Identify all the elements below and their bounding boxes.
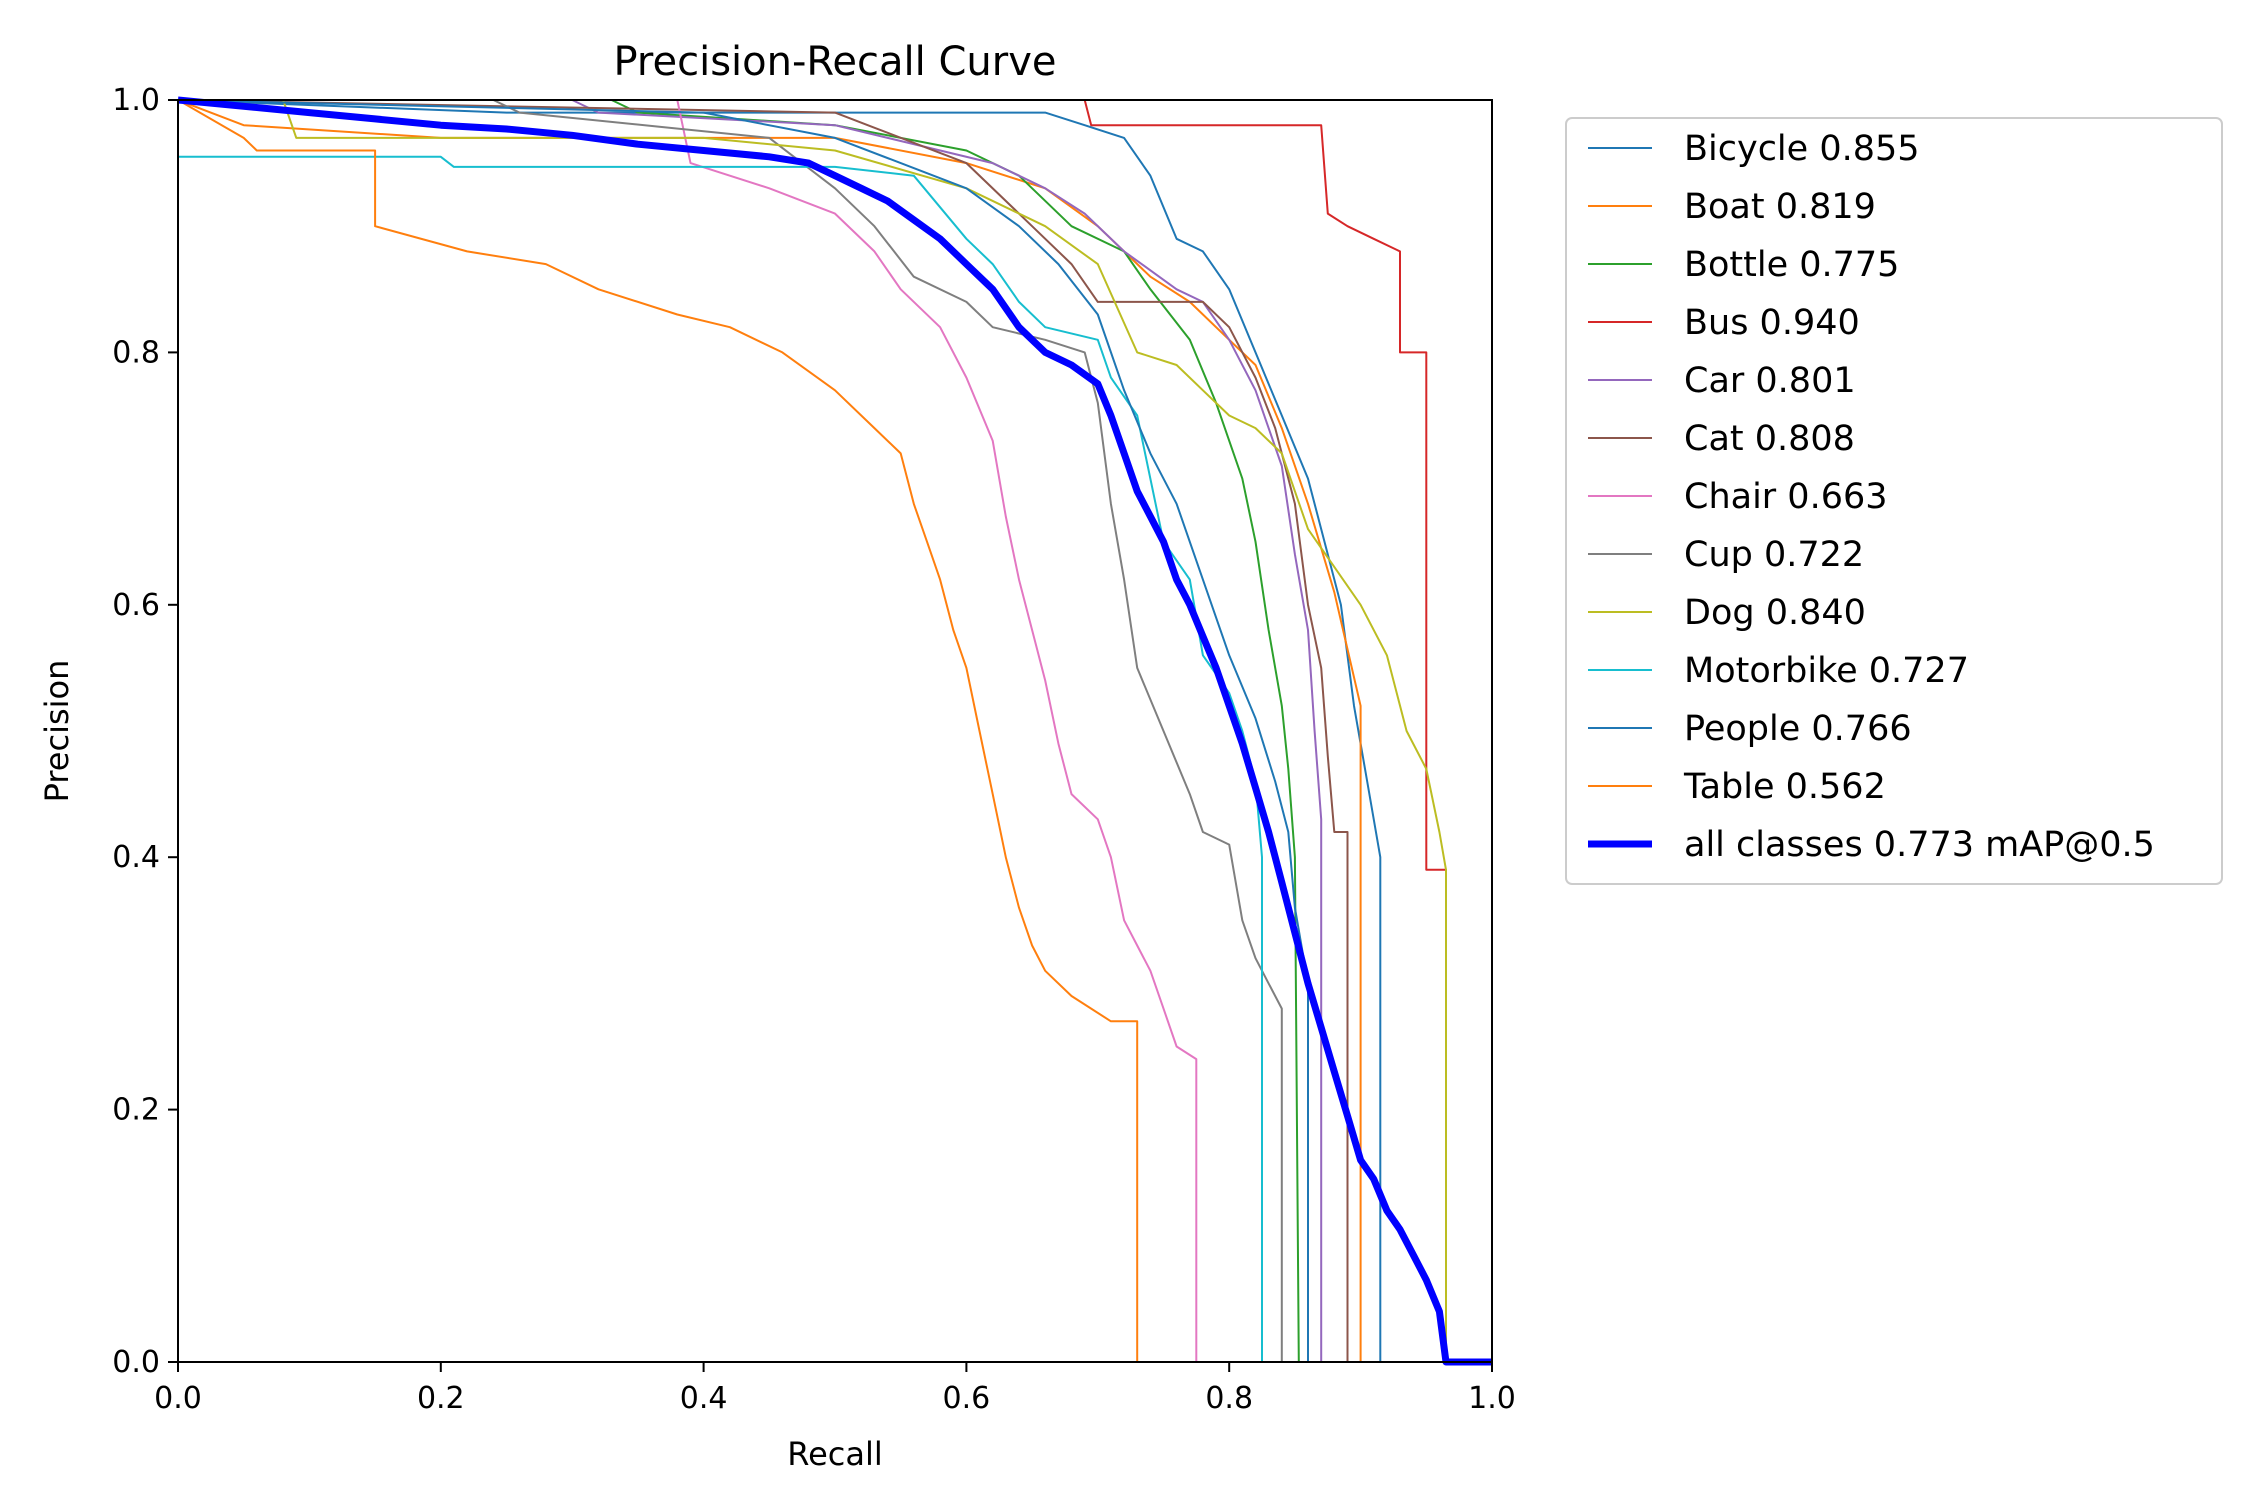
legend-label-4: Car 0.801 (1684, 361, 1856, 401)
series-line-9 (178, 155, 1263, 1362)
plot-frame (177, 99, 1493, 1363)
legend-label-10: People 0.766 (1684, 709, 1912, 749)
legend-label-2: Bottle 0.775 (1684, 245, 1899, 285)
y-tick-label: 0.8 (112, 335, 160, 370)
legend-label-1: Boat 0.819 (1684, 187, 1876, 227)
series-line-8 (178, 99, 1447, 1362)
series-line-0 (178, 99, 1382, 1362)
legend: Bicycle 0.855 Boat 0.819 Bottle 0.775 Bus 0… (1565, 117, 2223, 885)
series-layer (178, 96, 1492, 1366)
y-tick-label: 0.4 (112, 840, 160, 875)
legend-label-0: Bicycle 0.855 (1684, 129, 1920, 169)
series-line-6 (178, 99, 1198, 1362)
series-line-11 (178, 99, 1139, 1362)
legend-label-3: Bus 0.940 (1684, 303, 1860, 343)
legend-label-6: Chair 0.663 (1684, 477, 1888, 517)
series-line-7 (178, 99, 1283, 1362)
y-tick-label: 0.0 (112, 1345, 160, 1380)
chart-title: Precision-Recall Curve (614, 39, 1057, 85)
legend-label-11: Table 0.562 (1683, 767, 1886, 807)
x-tick-label: 0.2 (417, 1381, 465, 1416)
legend-label-7: Cup 0.722 (1684, 535, 1864, 575)
axis-ticks: 0.0 0.2 0.4 0.6 0.8 1.0 0.0 0.2 0.4 0.6 0.8 1.0 (112, 83, 1516, 1416)
series-line-5 (178, 99, 1349, 1362)
series-line-12 (178, 96, 1492, 1366)
y-tick-label: 1.0 (112, 83, 160, 118)
x-tick-label: 1.0 (1468, 1381, 1516, 1416)
legend-label-9: Motorbike 0.727 (1684, 651, 1969, 691)
legend-label-12: all classes 0.773 mAP@0.5 (1684, 825, 2155, 865)
series-line-10 (178, 99, 1309, 1362)
x-tick-label: 0.4 (680, 1381, 728, 1416)
legend-box (1565, 117, 2223, 885)
x-tick-label: 0.6 (943, 1381, 991, 1416)
y-tick-label: 0.6 (112, 588, 160, 623)
series-line-3 (178, 99, 1447, 1362)
y-axis-title: Precision (38, 660, 76, 803)
x-tick-label: 0.0 (154, 1381, 202, 1416)
x-axis-title: Recall (787, 1435, 882, 1473)
legend-label-5: Cat 0.808 (1684, 419, 1855, 459)
x-tick-label: 0.8 (1205, 1381, 1253, 1416)
y-tick-label: 0.2 (112, 1093, 160, 1128)
legend-label-8: Dog 0.840 (1684, 593, 1866, 633)
series-line-4 (178, 99, 1323, 1362)
